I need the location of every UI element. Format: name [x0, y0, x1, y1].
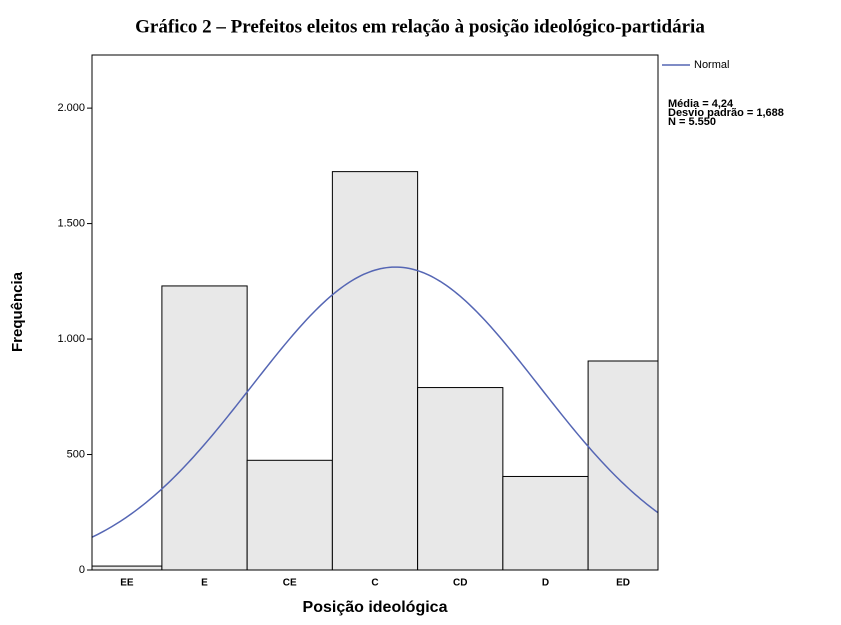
x-tick-label: E: [201, 578, 208, 589]
x-tick-label: D: [542, 578, 549, 589]
bar: [331, 171, 419, 570]
bar: [417, 387, 504, 570]
y-tick-label: 0: [79, 564, 85, 576]
normal-curve: [92, 266, 658, 538]
bar: [246, 459, 333, 570]
x-tick-label: CE: [283, 578, 297, 589]
x-tick-label: ED: [616, 578, 630, 589]
stat-mean: Média = 4,24: [668, 98, 734, 110]
legend-label: Normal: [694, 59, 729, 71]
x-axis-label: Posição ideológica: [303, 599, 448, 616]
stat-n: N = 5.550: [668, 116, 716, 128]
plot-frame: [91, 54, 659, 571]
x-tick-label: EE: [120, 578, 134, 589]
x-tick-label: C: [371, 578, 378, 589]
y-axis-label: Frequência: [9, 271, 26, 352]
plot-area: [92, 171, 658, 570]
y-tick-label: 1.500: [57, 217, 85, 229]
y-tick-label: 2.000: [57, 102, 85, 114]
bar: [587, 360, 658, 570]
bar: [502, 475, 589, 570]
y-tick-label: 1.000: [57, 333, 85, 345]
x-tick-label: CD: [453, 578, 467, 589]
y-tick-label: 500: [67, 448, 85, 460]
chart-title: Gráfico 2 – Prefeitos eleitos em relação…: [135, 16, 705, 37]
bar: [161, 285, 248, 570]
stat-sd: Desvio padrão = 1,688: [668, 107, 784, 119]
bar: [92, 565, 163, 570]
